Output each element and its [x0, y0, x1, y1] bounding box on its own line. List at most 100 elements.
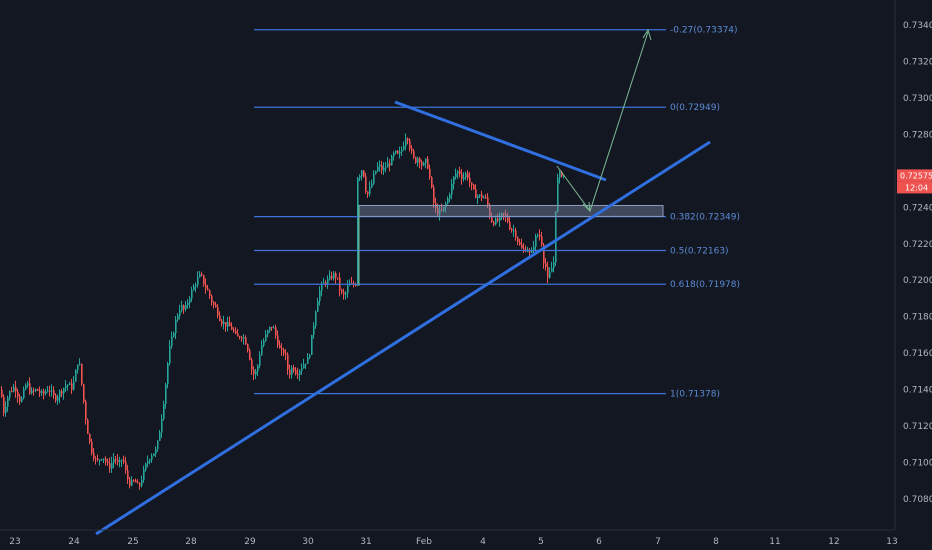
- candle-body: [125, 461, 127, 471]
- candle-body: [343, 292, 345, 295]
- candle-body: [557, 177, 559, 212]
- candle-body: [195, 284, 197, 287]
- time-axis-label: 11: [769, 537, 780, 547]
- candle-body: [29, 383, 31, 394]
- candle-body: [37, 389, 39, 391]
- candle-body: [151, 455, 153, 460]
- candle-body: [13, 386, 15, 392]
- candle-body: [189, 298, 191, 303]
- candle-body: [139, 483, 141, 486]
- candle-body: [541, 236, 543, 245]
- candle-body: [109, 463, 111, 469]
- candle-body: [395, 150, 397, 154]
- candle-body: [61, 391, 63, 394]
- candle-body: [363, 170, 365, 177]
- candle-body: [561, 171, 563, 177]
- candle-body: [411, 148, 413, 151]
- time-axis-label: 28: [185, 537, 197, 547]
- candle-body: [1, 389, 3, 397]
- candle-body: [159, 432, 161, 441]
- candle-body: [107, 462, 109, 464]
- drawings-layer[interactable]: [95, 28, 711, 536]
- candle-body: [241, 337, 243, 339]
- candle-body: [383, 167, 385, 171]
- candle-body: [231, 326, 233, 330]
- time-axis-label: 24: [68, 537, 80, 547]
- candle-body: [21, 397, 23, 402]
- candle-body: [217, 307, 219, 316]
- candle-body: [319, 290, 321, 302]
- candle-body: [451, 184, 453, 195]
- candle-body: [397, 150, 399, 154]
- candle-body: [183, 305, 185, 310]
- candle-body: [7, 397, 9, 407]
- rising-trendline[interactable]: [95, 140, 711, 536]
- time-axis-label: 29: [244, 537, 256, 547]
- candle-body: [193, 286, 195, 291]
- candle-body: [133, 480, 135, 482]
- candle-body: [223, 321, 225, 324]
- candle-body: [467, 173, 469, 178]
- candle-body: [15, 386, 17, 392]
- candle-body: [375, 170, 377, 174]
- support-zone-rectangle[interactable]: [358, 204, 664, 217]
- candle-body: [3, 396, 5, 414]
- candle-body: [79, 363, 81, 365]
- candle-body: [153, 453, 155, 456]
- candle-body: [207, 288, 209, 291]
- candle-body: [545, 263, 547, 268]
- candle-body: [357, 177, 359, 286]
- candle-body: [307, 357, 309, 364]
- candle-body: [283, 349, 285, 354]
- candle-body: [103, 458, 105, 460]
- time-axis-label: 4: [480, 537, 486, 547]
- candle-body: [221, 320, 223, 324]
- time-axis-label: 31: [360, 537, 371, 547]
- fib-level-label: 0.618(0.71978): [670, 280, 740, 290]
- candle-body: [481, 194, 483, 198]
- candle-body: [245, 337, 247, 345]
- candle-body: [521, 244, 523, 249]
- countdown-tag: [897, 181, 932, 194]
- candle-body: [181, 305, 183, 311]
- candle-body: [213, 302, 215, 305]
- candle-body: [239, 336, 241, 338]
- candle-body: [341, 290, 343, 293]
- candle-body: [385, 167, 387, 169]
- falling-trendline[interactable]: [394, 100, 607, 182]
- candle-body: [287, 354, 289, 370]
- candle-body: [309, 354, 311, 358]
- time-axis[interactable]: 23 24 25 28 29 30 31 Feb 4 5 6 7 8 11 12 13: [0, 529, 898, 547]
- candle-body: [201, 273, 203, 276]
- candle-body: [161, 418, 163, 433]
- candle-body: [425, 158, 427, 163]
- candles-layer: [1, 133, 565, 490]
- candle-body: [261, 345, 263, 356]
- candle-body: [255, 371, 257, 375]
- candle-body: [369, 187, 371, 195]
- candle-body: [479, 194, 481, 197]
- candle-body: [365, 176, 367, 192]
- candle-body: [145, 463, 147, 470]
- candle-body: [431, 177, 433, 188]
- candle-body: [17, 391, 19, 397]
- candle-body: [31, 390, 33, 394]
- candle-body: [65, 385, 67, 389]
- candle-body: [143, 469, 145, 481]
- candle-body: [233, 329, 235, 331]
- candle-body: [325, 282, 327, 284]
- fib-level-label: 1(0.71378): [670, 390, 720, 400]
- candle-body: [297, 373, 299, 376]
- candle-body: [275, 327, 277, 336]
- candle-body: [253, 369, 255, 375]
- candle-body: [415, 157, 417, 163]
- candle-body: [123, 459, 125, 462]
- candle-body: [389, 163, 391, 166]
- candle-body: [149, 459, 151, 462]
